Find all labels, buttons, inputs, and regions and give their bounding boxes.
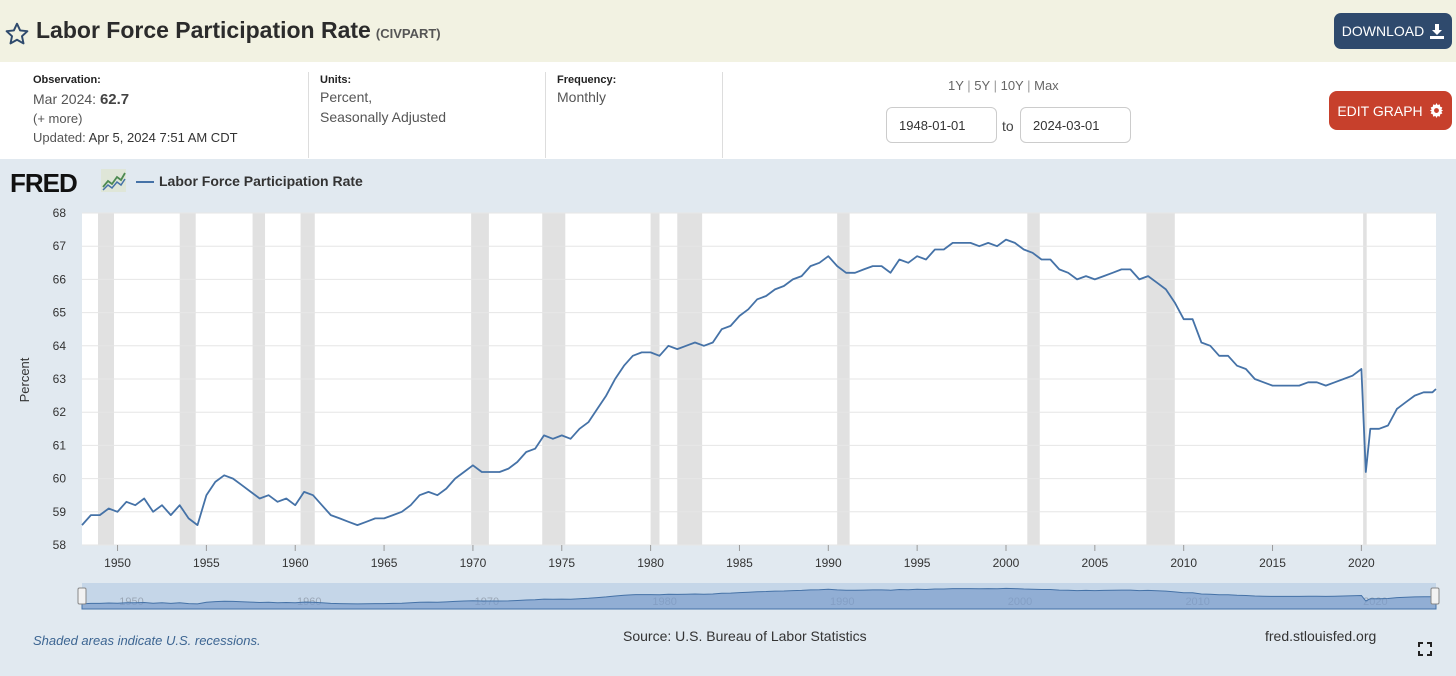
download-label: DOWNLOAD — [1341, 23, 1425, 39]
x-tick-label: 1985 — [726, 556, 753, 570]
x-tick-label: 1955 — [193, 556, 220, 570]
y-tick-label: 60 — [53, 472, 67, 486]
updated-label: Updated: — [33, 130, 86, 145]
y-tick-label: 63 — [53, 372, 67, 386]
y-tick-label: 66 — [53, 272, 67, 286]
fred-logo-chart-icon — [101, 169, 126, 192]
to-label: to — [1002, 118, 1014, 134]
column-divider — [308, 72, 309, 158]
updated-row: Updated: Apr 5, 2024 7:51 AM CDT — [33, 130, 238, 145]
x-axis-ticks: 1950 1955 1960 1965 1970 1975 1980 1985 1990 1995… — [104, 545, 1375, 570]
y-axis-ticks: 58 59 60 61 62 63 64 65 66 67 68 — [53, 206, 67, 552]
range-max-link[interactable]: Max — [1034, 78, 1059, 93]
range-1y-link[interactable]: 1Y — [948, 78, 964, 93]
range-10y-link[interactable]: 10Y — [1000, 78, 1024, 93]
navigator-series-area — [81, 587, 1437, 610]
x-tick-label: 1980 — [637, 556, 664, 570]
observation-row: Mar 2024: 62.7 — [33, 91, 129, 108]
y-axis-label: Percent — [17, 357, 32, 402]
legend-swatch — [136, 181, 154, 183]
units-line-1: Percent, — [320, 89, 373, 105]
x-tick-label: 1975 — [548, 556, 575, 570]
download-button[interactable]: DOWNLOAD — [1334, 13, 1452, 49]
x-tick-label: 2005 — [1081, 556, 1108, 570]
y-tick-label: 62 — [53, 405, 67, 419]
range-5y-link[interactable]: 5Y — [974, 78, 990, 93]
x-tick-label: 2010 — [1170, 556, 1197, 570]
frequency-label: Frequency: — [557, 74, 617, 86]
page-title: Labor Force Participation Rate (CIVPART) — [36, 17, 441, 44]
observation-date: Mar 2024: — [33, 91, 97, 107]
series-id: (CIVPART) — [375, 26, 441, 41]
y-tick-label: 58 — [53, 538, 67, 552]
header-bar: Labor Force Participation Rate (CIVPART) … — [0, 0, 1456, 63]
edit-graph-button[interactable]: EDIT GRAPH — [1329, 91, 1452, 130]
series-line — [81, 238, 1437, 526]
observation-label: Observation: — [33, 74, 101, 86]
y-tick-label: 61 — [53, 438, 67, 452]
series-title: Labor Force Participation Rate — [36, 17, 371, 43]
navigator-left-handle[interactable] — [77, 587, 87, 605]
favorite-star-icon[interactable] — [4, 21, 30, 47]
end-date-input[interactable] — [1020, 107, 1131, 143]
series-meta — [0, 62, 1456, 159]
edit-graph-label: EDIT GRAPH — [1337, 102, 1423, 119]
frequency-value: Monthly — [557, 89, 607, 105]
y-tick-label: 67 — [53, 239, 67, 253]
y-tick-label: 59 — [53, 505, 67, 519]
start-date-input[interactable] — [886, 107, 997, 143]
units-label: Units: — [320, 74, 352, 86]
x-tick-label: 1995 — [904, 556, 931, 570]
y-tick-label: 65 — [53, 306, 67, 320]
updated-value: Apr 5, 2024 7:51 AM CDT — [88, 130, 238, 145]
column-divider — [545, 72, 546, 158]
x-tick-label: 2020 — [1348, 556, 1375, 570]
fred-logo: FRED — [10, 168, 78, 198]
x-tick-label: 1950 — [104, 556, 131, 570]
y-tick-label: 64 — [53, 339, 67, 353]
x-tick-label: 1960 — [282, 556, 309, 570]
navigator-right-handle[interactable] — [1430, 587, 1440, 605]
recession-note: Shaded areas indicate U.S. recessions. — [33, 633, 261, 648]
y-gridlines — [82, 212, 1436, 546]
units-line-2: Seasonally Adjusted — [320, 109, 447, 125]
observation-value: 62.7 — [99, 91, 130, 108]
y-tick-label: 68 — [53, 206, 67, 220]
site-link[interactable]: fred.stlouisfed.org — [1265, 628, 1377, 644]
source-text: Source: U.S. Bureau of Labor Statistics — [623, 628, 867, 644]
x-tick-label: 2015 — [1259, 556, 1286, 570]
x-tick-label: 1965 — [371, 556, 398, 570]
fullscreen-icon[interactable] — [1418, 642, 1432, 656]
x-tick-label: 1990 — [815, 556, 842, 570]
download-icon — [1430, 23, 1445, 39]
range-selector: 1Y | 5Y | 10Y | Max — [948, 78, 1059, 93]
gear-icon — [1429, 103, 1443, 118]
more-observations-link[interactable]: (+ more) — [33, 111, 83, 126]
column-divider — [722, 72, 723, 158]
x-tick-label: 1970 — [460, 556, 487, 570]
legend-label: Labor Force Participation Rate — [159, 173, 363, 189]
x-tick-label: 2000 — [993, 556, 1020, 570]
